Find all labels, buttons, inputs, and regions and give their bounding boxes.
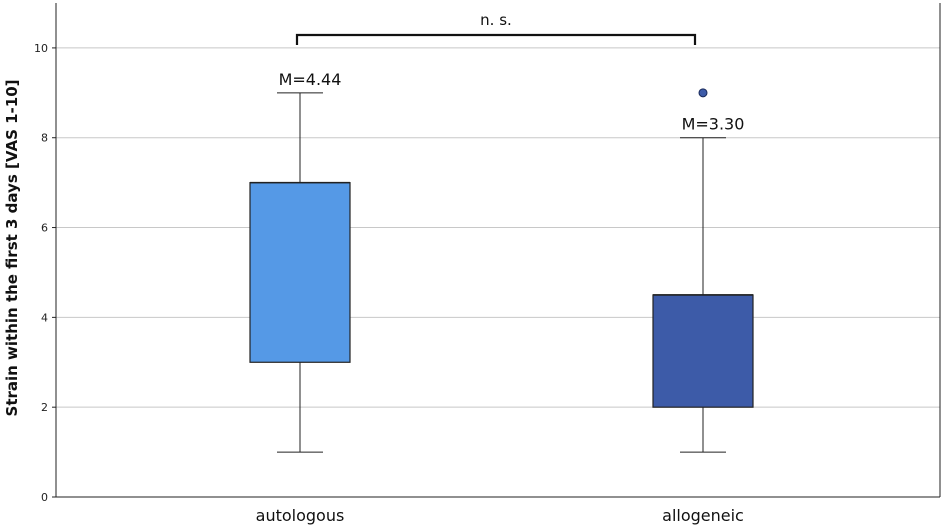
- box-group-allogeneic: [652, 88, 754, 453]
- significance-label: n. s.: [480, 11, 512, 29]
- mean-label-allogeneic: M=3.30: [682, 115, 745, 134]
- y-tick-label-0: 0: [41, 491, 48, 504]
- y-tick-label-8: 8: [41, 132, 48, 145]
- y-tick-label-4: 4: [41, 311, 48, 324]
- boxes: [249, 88, 754, 453]
- box-autologous: [249, 182, 351, 363]
- mean-label-autologous: M=4.44: [279, 70, 342, 89]
- y-tick-label-10: 10: [34, 42, 48, 55]
- y-tick-label-6: 6: [41, 222, 48, 235]
- y-tick-label-2: 2: [41, 401, 48, 414]
- y-axis-label: Strain within the first 3 days [VAS 1-10…: [3, 80, 21, 417]
- significance-bracket: [295, 33, 697, 45]
- grid-lines: [56, 47, 940, 408]
- box-group-autologous: [249, 92, 351, 453]
- axes: [52, 3, 941, 498]
- y-tick-labels: 0 2 4 6 8 10: [34, 42, 48, 504]
- labels: M=4.44 autologous M=3.30 allogeneic n. s.: [256, 11, 745, 525]
- x-tick-label-autologous: autologous: [256, 506, 345, 525]
- outlier-point-allogeneic-0: [698, 88, 708, 98]
- box-allogeneic: [652, 294, 754, 408]
- x-tick-label-allogeneic: allogeneic: [662, 506, 744, 525]
